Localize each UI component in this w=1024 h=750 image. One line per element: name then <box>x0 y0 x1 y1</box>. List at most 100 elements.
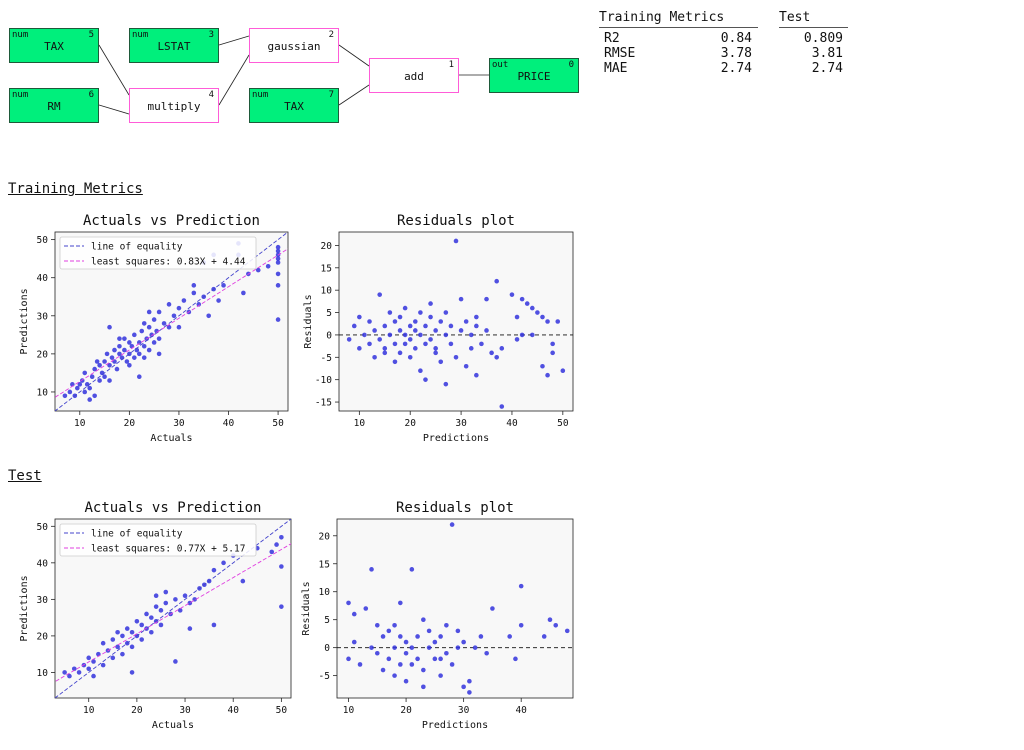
data-point <box>513 656 518 662</box>
data-point <box>107 324 112 330</box>
y-tick-label: 50 <box>37 522 49 533</box>
data-point <box>100 662 106 668</box>
data-point <box>104 351 110 357</box>
y-tick-label: 50 <box>37 235 49 246</box>
data-point <box>453 355 459 360</box>
data-point <box>392 645 397 650</box>
header-underline <box>599 27 758 28</box>
y-tick-label: 30 <box>37 595 49 606</box>
data-point <box>158 608 164 613</box>
data-point <box>279 564 284 569</box>
data-point <box>71 666 77 672</box>
x-tick-label: 50 <box>272 418 284 429</box>
data-point <box>426 645 432 650</box>
edge <box>338 44 370 67</box>
data-point <box>117 351 122 357</box>
data-point <box>265 263 271 269</box>
data-point <box>468 332 474 338</box>
data-point <box>443 381 449 387</box>
data-point <box>535 310 540 315</box>
y-axis-label: Predictions <box>19 288 30 354</box>
data-point <box>351 611 357 617</box>
node-kind: num <box>12 30 29 40</box>
legend-box <box>59 236 257 270</box>
data-point <box>514 337 520 342</box>
data-point <box>127 340 132 345</box>
x-tick-label: 20 <box>404 418 416 429</box>
x-tick-label: 40 <box>227 705 239 716</box>
node-lstat-input: num 3 LSTAT <box>129 28 219 63</box>
data-point <box>392 319 398 324</box>
data-point <box>141 321 147 326</box>
data-point <box>494 355 499 360</box>
node-label: multiply <box>147 100 201 113</box>
data-point <box>463 319 469 324</box>
data-point <box>461 639 466 645</box>
data-point <box>177 608 183 613</box>
plot-area <box>338 231 574 412</box>
data-point <box>112 347 117 353</box>
metric-test-value: 0.809 <box>803 31 843 46</box>
node-index: 1 <box>448 60 454 70</box>
data-point <box>362 332 367 338</box>
data-point <box>423 341 428 347</box>
data-point <box>279 604 284 609</box>
y-axis-label: Residuals <box>303 294 314 348</box>
data-point <box>156 351 162 357</box>
data-point <box>564 628 570 634</box>
data-point <box>127 362 132 368</box>
x-tick-label: 40 <box>223 418 235 429</box>
data-point <box>518 622 524 628</box>
data-point <box>187 600 193 606</box>
plot-content <box>55 232 288 411</box>
y-tick-label: 10 <box>37 387 49 398</box>
equality-line <box>55 519 291 698</box>
x-tick-label: 10 <box>74 418 86 429</box>
data-point <box>407 337 413 342</box>
data-point <box>403 678 409 684</box>
x-tick-label: 30 <box>179 705 191 716</box>
metric-test-value: 2.74 <box>811 61 843 76</box>
data-point <box>241 290 246 296</box>
data-point <box>82 370 88 376</box>
data-point <box>149 629 154 635</box>
x-axis-label: Predictions <box>422 720 488 731</box>
data-point <box>269 549 275 555</box>
x-tick-label: 10 <box>83 705 95 716</box>
data-point <box>369 645 374 650</box>
data-point <box>380 634 386 639</box>
data-point <box>518 583 524 589</box>
data-point <box>120 633 125 639</box>
data-point <box>211 622 217 628</box>
data-point <box>509 292 515 297</box>
data-point <box>426 628 432 634</box>
data-point <box>397 350 403 356</box>
data-point <box>409 567 415 572</box>
data-point <box>387 310 393 315</box>
data-point <box>107 378 112 383</box>
metric-train-value: 0.84 <box>720 31 752 46</box>
data-point <box>87 397 93 402</box>
y-tick-label: -5 <box>321 353 332 364</box>
data-point <box>120 651 125 657</box>
data-point <box>176 324 182 330</box>
data-point <box>415 656 420 662</box>
node-label: gaussian <box>267 40 321 53</box>
y-tick-label: -15 <box>315 398 332 409</box>
y-tick-label: 10 <box>321 286 333 297</box>
data-point <box>377 292 382 297</box>
data-point <box>382 350 388 356</box>
node-index: 5 <box>88 30 94 40</box>
y-tick-label: 10 <box>319 587 331 598</box>
data-point <box>468 346 474 351</box>
data-point <box>275 317 281 322</box>
data-point <box>367 319 372 324</box>
edge <box>338 84 370 106</box>
data-point <box>428 301 433 306</box>
data-point <box>102 359 107 364</box>
data-point <box>458 328 464 333</box>
data-point <box>112 359 117 364</box>
x-tick-label: 30 <box>455 418 467 429</box>
node-price-output: out 0 PRICE <box>489 58 579 93</box>
data-point <box>398 600 403 606</box>
